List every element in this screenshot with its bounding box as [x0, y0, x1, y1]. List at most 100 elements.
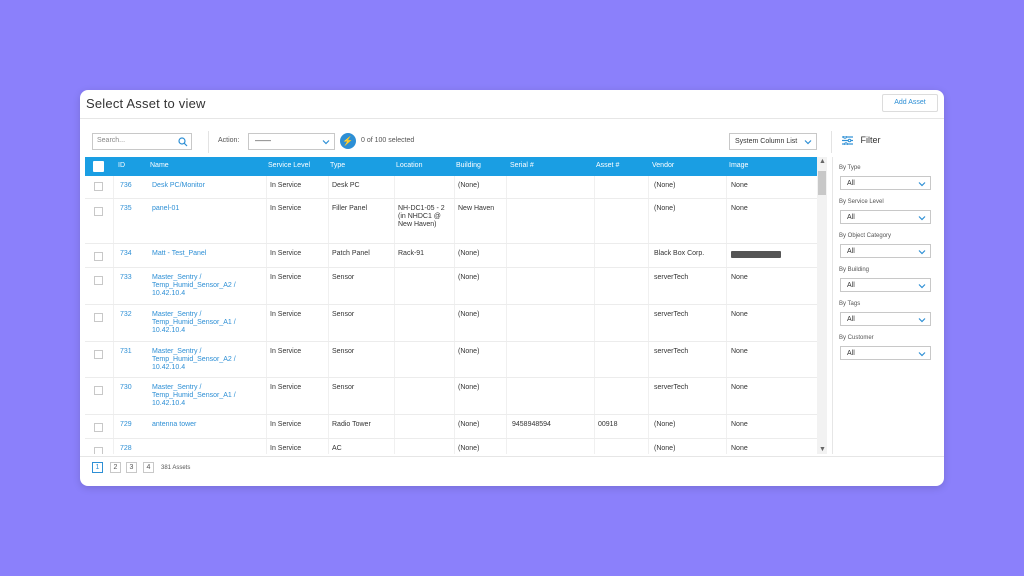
page-4-button[interactable]: 4	[143, 462, 154, 473]
column-divider	[328, 415, 329, 438]
table-row[interactable]: 735 panel-01 In Service Filler Panel NH-DC1-…	[85, 199, 817, 244]
column-divider	[648, 176, 649, 198]
cell-id[interactable]: 732	[120, 311, 132, 318]
col-header-vendor[interactable]: Vendor	[652, 162, 675, 169]
col-header-image[interactable]: Image	[729, 162, 749, 169]
column-divider	[454, 439, 455, 454]
col-header-id[interactable]: ID	[118, 162, 125, 169]
filter-label: By Service Level	[839, 199, 884, 205]
cell-name[interactable]: Master_Sentry / Temp_Humid_Sensor_A1 / 1…	[152, 311, 236, 334]
column-divider	[454, 268, 455, 304]
cell-name[interactable]: panel-01	[152, 205, 180, 212]
cell-name[interactable]: Master_Sentry / Temp_Humid_Sensor_A2 / 1…	[152, 348, 236, 371]
column-divider	[328, 244, 329, 267]
table-row[interactable]: 736 Desk PC/Monitor In Service Desk PC (None…	[85, 176, 817, 199]
scroll-down-icon[interactable]: ▼	[819, 446, 826, 453]
filter-select[interactable]: All	[840, 176, 931, 190]
table-row[interactable]: 731 Master_Sentry / Temp_Humid_Sensor_A2 …	[85, 342, 817, 378]
table-row[interactable]: 728 In Service AC (None) (None) None	[85, 439, 817, 454]
column-divider	[594, 199, 595, 243]
column-divider	[113, 439, 114, 454]
cell-id[interactable]: 729	[120, 421, 132, 428]
row-checkbox[interactable]	[94, 447, 103, 454]
cell-type: Sensor	[332, 384, 355, 391]
filter-select[interactable]: All	[840, 278, 931, 292]
table-row[interactable]: 733 Master_Sentry / Temp_Humid_Sensor_A2 …	[85, 268, 817, 305]
column-divider	[328, 305, 329, 341]
filter-select[interactable]: All	[840, 210, 931, 224]
row-checkbox[interactable]	[94, 252, 103, 261]
row-checkbox[interactable]	[94, 313, 103, 322]
column-divider	[648, 378, 649, 414]
cell-building: (None)	[458, 311, 480, 318]
cell-building: New Haven	[458, 205, 495, 212]
column-divider	[648, 244, 649, 267]
cell-id[interactable]: 736	[120, 182, 132, 189]
chevron-down-icon	[804, 140, 812, 145]
row-checkbox[interactable]	[94, 350, 103, 359]
cell-id[interactable]: 730	[120, 384, 132, 391]
system-column-list-select[interactable]: System Column List	[729, 133, 817, 150]
row-checkbox[interactable]	[94, 386, 103, 395]
column-divider	[266, 176, 267, 198]
table-row[interactable]: 732 Master_Sentry / Temp_Humid_Sensor_A1 …	[85, 305, 817, 342]
col-header-name[interactable]: Name	[150, 162, 169, 169]
search-icon[interactable]	[178, 137, 188, 147]
column-divider	[113, 378, 114, 414]
cell-type: Patch Panel	[332, 250, 370, 257]
column-divider	[648, 305, 649, 341]
filter-select[interactable]: All	[840, 312, 931, 326]
page-1-button[interactable]: 1	[92, 462, 103, 473]
col-header-service-level[interactable]: Service Level	[268, 162, 311, 169]
cell-id[interactable]: 734	[120, 250, 132, 257]
filter-toggle[interactable]: Filter	[842, 135, 881, 146]
col-header-type[interactable]: Type	[330, 162, 346, 169]
scroll-up-icon[interactable]: ▲	[819, 158, 826, 165]
cell-name[interactable]: Master_Sentry / Temp_Humid_Sensor_A1 / 1…	[152, 384, 236, 407]
row-checkbox[interactable]	[94, 276, 103, 285]
cell-id[interactable]: 735	[120, 205, 132, 212]
cell-name[interactable]: antenna tower	[152, 421, 197, 428]
cell-image: None	[731, 384, 748, 391]
filter-select[interactable]: All	[840, 244, 931, 258]
page-3-button[interactable]: 3	[126, 462, 137, 473]
asset-image-thumbnail[interactable]	[731, 251, 781, 258]
column-divider	[266, 305, 267, 341]
select-all-checkbox[interactable]	[93, 161, 104, 172]
col-header-serial[interactable]: Serial #	[510, 162, 534, 169]
scrollbar-thumb[interactable]	[818, 171, 826, 195]
cell-id[interactable]: 728	[120, 445, 132, 452]
bolt-action-button[interactable]: ⚡	[340, 133, 356, 149]
row-checkbox[interactable]	[94, 423, 103, 432]
filter-select[interactable]: All	[840, 346, 931, 360]
column-divider	[726, 199, 727, 243]
cell-location: Rack-91	[398, 250, 425, 257]
table-row[interactable]: 730 Master_Sentry / Temp_Humid_Sensor_A1 …	[85, 378, 817, 415]
page-2-button[interactable]: 2	[110, 462, 121, 473]
column-divider	[726, 244, 727, 267]
cell-name[interactable]: Master_Sentry / Temp_Humid_Sensor_A2 / 1…	[152, 274, 236, 297]
column-divider	[454, 244, 455, 267]
cell-id[interactable]: 731	[120, 348, 132, 355]
column-divider	[113, 305, 114, 341]
col-header-location[interactable]: Location	[396, 162, 423, 169]
cell-vendor: (None)	[654, 421, 676, 428]
row-checkbox[interactable]	[94, 207, 103, 216]
table-row[interactable]: 734 Matt - Test_Panel In Service Patch Pane…	[85, 244, 817, 268]
col-header-asset[interactable]: Asset #	[596, 162, 620, 169]
col-header-building[interactable]: Building	[456, 162, 481, 169]
cell-name[interactable]: Desk PC/Monitor	[152, 182, 205, 189]
cell-id[interactable]: 733	[120, 274, 132, 281]
column-divider	[506, 415, 507, 438]
table-scrollbar[interactable]: ▲ ▼	[817, 157, 827, 454]
row-checkbox[interactable]	[94, 182, 103, 191]
table-row[interactable]: 729 antenna tower In Service Radio Tower (No…	[85, 415, 817, 439]
column-divider	[394, 439, 395, 454]
action-select[interactable]: ——	[248, 133, 335, 150]
add-asset-button[interactable]: Add Asset	[882, 94, 938, 112]
column-divider	[394, 378, 395, 414]
column-divider	[648, 342, 649, 377]
cell-name[interactable]: Matt - Test_Panel	[152, 250, 207, 257]
search-input[interactable]: Search...	[92, 133, 192, 150]
column-divider	[506, 439, 507, 454]
